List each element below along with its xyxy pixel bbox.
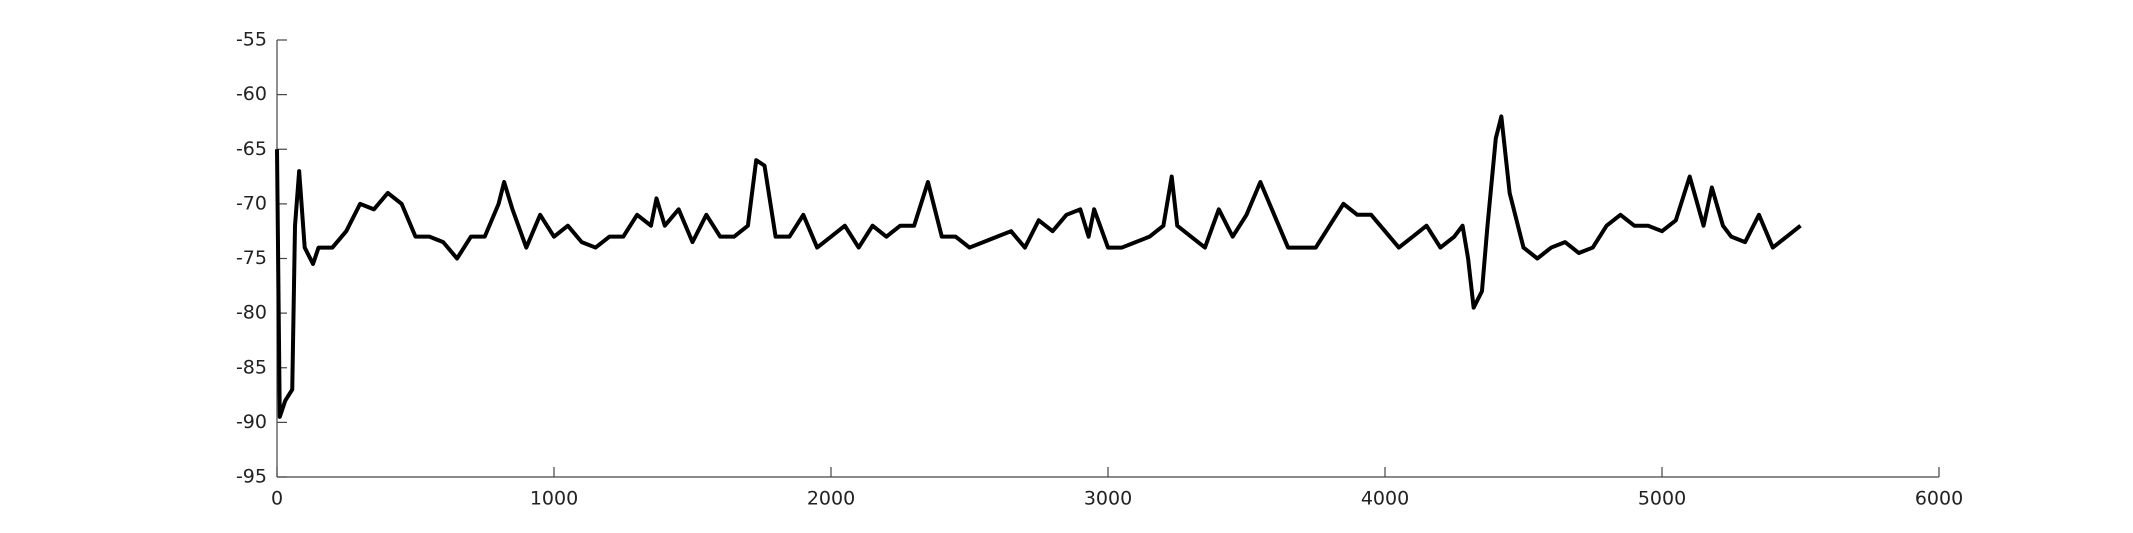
y-tick-label: -65 (236, 138, 267, 160)
x-tick-label: 0 (271, 488, 283, 510)
y-tick-label: -70 (236, 192, 267, 214)
y-tick-label: -60 (236, 83, 267, 105)
x-tick-label: 6000 (1915, 488, 1963, 510)
y-tick-label: -75 (236, 247, 267, 269)
data-line (275, 114, 1802, 419)
y-tick-label: -95 (236, 466, 267, 488)
y-tick-label: -90 (236, 411, 267, 433)
y-tick-label: -55 (236, 29, 267, 51)
x-tick-label: 5000 (1638, 488, 1686, 510)
x-tick-label: 2000 (807, 488, 855, 510)
x-tick-label: 3000 (1084, 488, 1132, 510)
x-tick-label: 4000 (1361, 488, 1409, 510)
y-tick-label: -85 (236, 356, 267, 378)
x-tick-label: 1000 (530, 488, 578, 510)
y-tick-label: -80 (236, 302, 267, 324)
